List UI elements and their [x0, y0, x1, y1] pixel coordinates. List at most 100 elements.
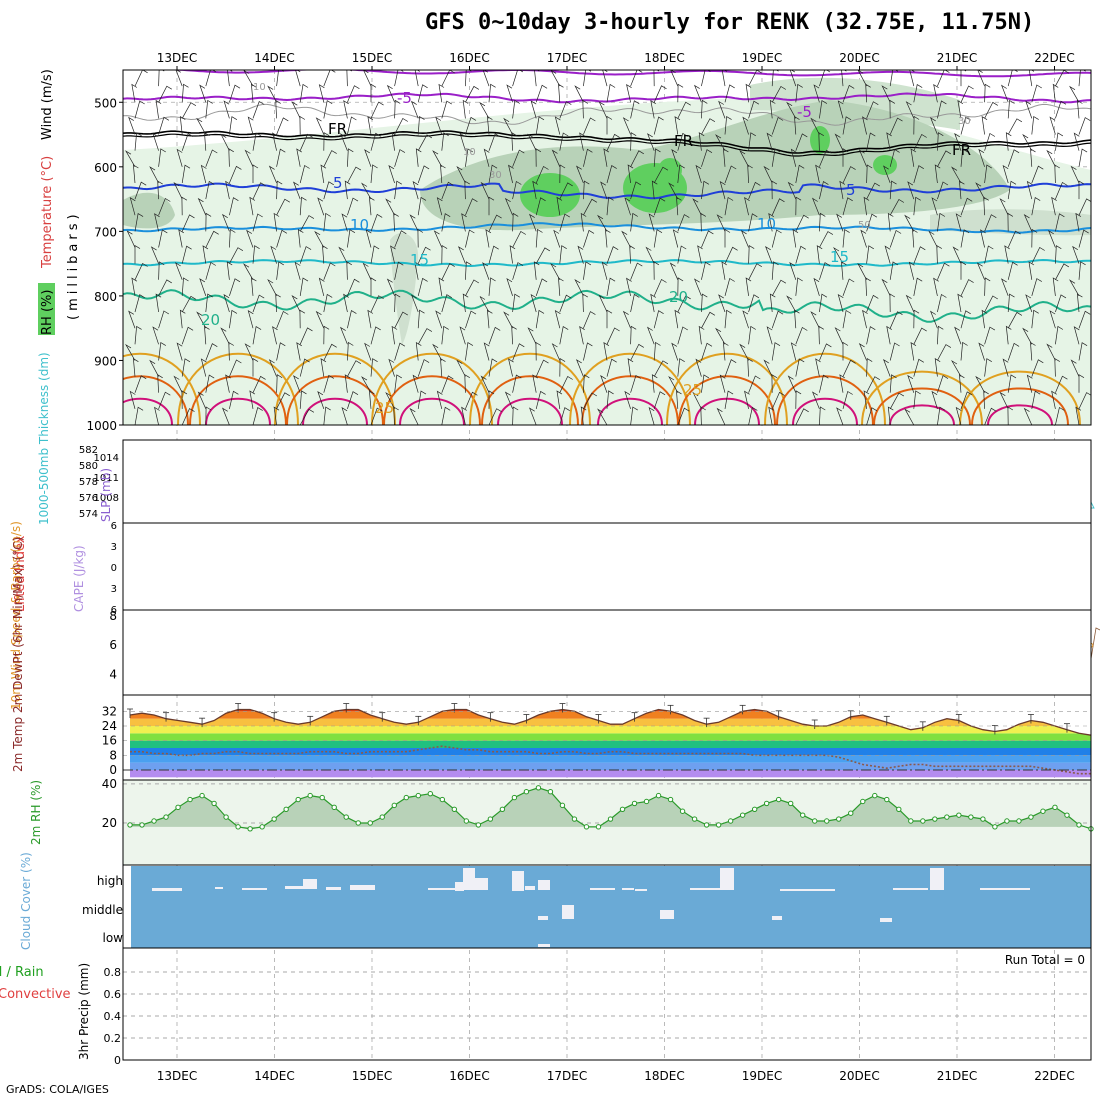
- wind-barb: [842, 166, 856, 184]
- wind-barb: [347, 278, 360, 297]
- wind-barb: [134, 325, 142, 345]
- wind-barb: [763, 359, 773, 377]
- rh2m-marker: [499, 806, 506, 812]
- wind-barb: [343, 100, 349, 119]
- wind-barb: [155, 99, 162, 119]
- wind-barb: [913, 327, 927, 345]
- top-date-label: 15DEC: [352, 51, 392, 65]
- wind-barb: [653, 261, 660, 280]
- wind-barb: [748, 100, 760, 119]
- rh-legend-swatch: [38, 283, 55, 335]
- wind-barb: [677, 277, 684, 296]
- rh2m-marker: [415, 792, 421, 799]
- dewpoint-line: [130, 745, 1091, 775]
- wind-barb: [748, 406, 758, 425]
- rh2m-marker: [439, 796, 446, 803]
- cloud-cell: [635, 889, 647, 891]
- rh2m-marker: [824, 818, 830, 824]
- wind-barb: [582, 293, 588, 313]
- wind-barb: [629, 245, 635, 264]
- wind-barb: [715, 134, 726, 151]
- wind-barb: [886, 325, 892, 345]
- wind-barb: [744, 390, 750, 409]
- wind-barb: [556, 196, 563, 216]
- contour-label: 5: [846, 181, 856, 199]
- wind-barb: [1007, 311, 1023, 329]
- wind-barb: [299, 358, 310, 377]
- wind-barb: [862, 309, 868, 329]
- wind-barb: [606, 327, 620, 345]
- wind-barb: [297, 228, 304, 248]
- wind-barb: [1023, 407, 1033, 425]
- wind-barb: [813, 84, 820, 103]
- wind-barb: [134, 100, 145, 119]
- wind-barb: [551, 343, 561, 361]
- wind-barb: [984, 83, 991, 103]
- wind-barb: [368, 390, 375, 409]
- wind-barb: [819, 262, 831, 280]
- wind-barb: [535, 309, 545, 329]
- rh2m-marker: [235, 824, 241, 830]
- wind-barb: [272, 132, 278, 151]
- top-date-label: 16DEC: [449, 51, 489, 65]
- rh2m-marker: [319, 794, 325, 801]
- wind-barb: [810, 117, 820, 135]
- wind-barb: [417, 165, 430, 184]
- wind-barb: [252, 132, 262, 151]
- wind-barb: [771, 391, 785, 410]
- wind-barb: [512, 262, 524, 280]
- isotherm-diurnal: [666, 352, 788, 425]
- wind-barb: [984, 358, 992, 377]
- wind-barb: [250, 277, 257, 296]
- wind-barb: [433, 230, 443, 248]
- wind-barb: [575, 359, 584, 377]
- lifted-tick-label: 3: [111, 584, 117, 595]
- contour-label: 25: [683, 381, 702, 399]
- wind-barb: [205, 406, 212, 425]
- wind-barb: [981, 309, 988, 329]
- isotherm-diurnal: [177, 352, 299, 425]
- wind-tick-label: 4: [109, 667, 117, 681]
- rh-mid-region-right: [930, 209, 1091, 236]
- wind-barb: [889, 148, 900, 167]
- cloud-cell: [660, 910, 674, 919]
- wind-barb: [134, 213, 144, 232]
- wind-barb: [858, 343, 867, 361]
- rh2m-marker: [980, 816, 986, 822]
- wind-barb: [441, 325, 449, 345]
- wind-barb: [933, 277, 939, 296]
- wind-barb: [205, 374, 215, 393]
- wind-barb: [771, 86, 787, 103]
- isotherm-line: [123, 182, 1091, 200]
- wind-barb: [556, 390, 563, 409]
- wind-barb: [361, 182, 372, 200]
- wind-barb: [385, 198, 395, 216]
- wind-barb: [1025, 294, 1033, 313]
- wind-barb: [559, 326, 569, 345]
- rh2m-marker: [872, 792, 878, 799]
- wind-barb: [913, 115, 920, 135]
- wind-barb: [346, 261, 352, 280]
- wind-barb: [1047, 229, 1056, 248]
- wind-barb: [181, 390, 188, 409]
- wind-barb: [456, 165, 466, 184]
- wind-barb: [815, 358, 821, 377]
- wind-barb: [197, 197, 207, 216]
- ylabel-cloud: Cloud Cover (%): [19, 852, 33, 950]
- wind-barb: [842, 229, 850, 248]
- thickness-tick-label: 574: [79, 509, 98, 520]
- wind-barb: [960, 85, 974, 103]
- wind-barb: [606, 309, 613, 329]
- wind-barb: [819, 343, 832, 361]
- rh2m-marker: [463, 818, 470, 824]
- wind-tick-label: 6: [109, 638, 117, 652]
- wind-barb: [225, 180, 231, 200]
- wind-barb: [154, 213, 160, 232]
- ylabel-precip: 3hr Precip (mm): [77, 963, 91, 1060]
- wind-barb: [181, 358, 191, 377]
- rh2m-marker: [607, 816, 614, 822]
- wind-barb: [984, 164, 992, 184]
- wind-barb: [197, 391, 207, 410]
- wind-barb: [583, 180, 590, 200]
- wind-barb: [1055, 263, 1070, 280]
